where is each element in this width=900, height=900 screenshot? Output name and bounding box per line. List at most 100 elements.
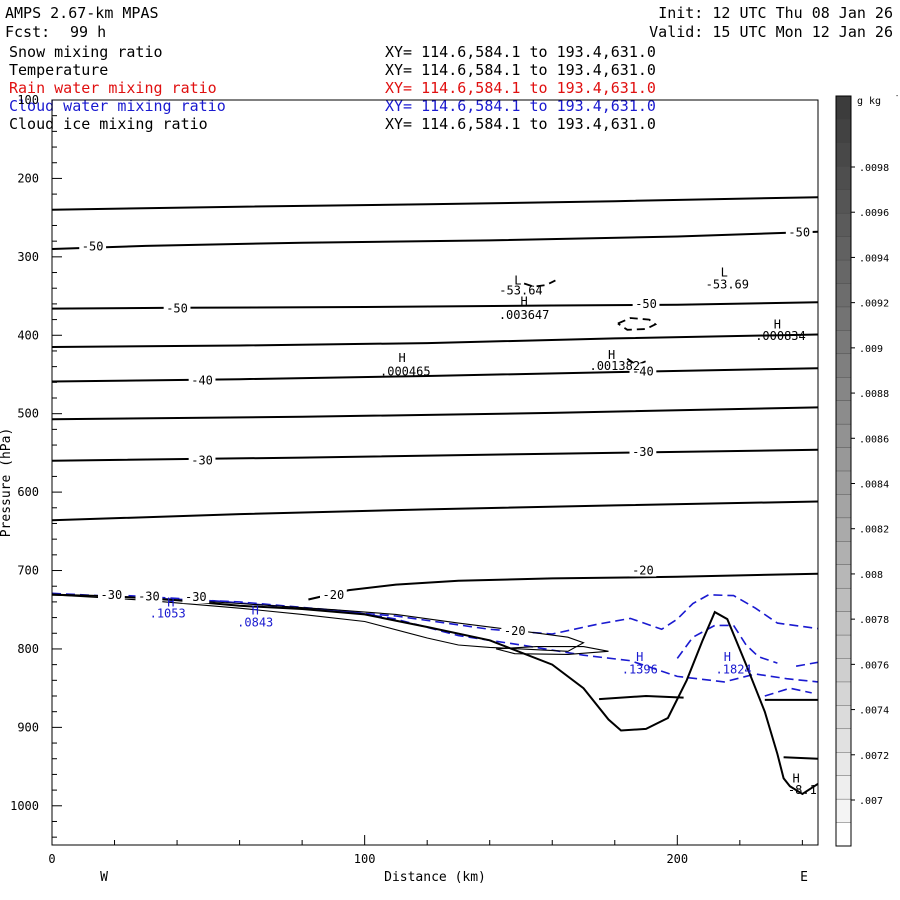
snow-contour [51, 593, 585, 652]
extremum-label: H [608, 348, 615, 362]
colorbar-frame [835, 95, 852, 847]
y-tick-label: 600 [17, 485, 39, 499]
x-tick-label: 0 [48, 852, 55, 866]
plot-area: -50 -50 -50 -50 -40 -40 -30 -30 -20 -20 -20 -30 -30 -… [0, 93, 819, 885]
field-name: Rain water mixing ratio [9, 79, 217, 97]
temperature-isotherm [51, 367, 819, 383]
colorbar-bin [835, 775, 852, 800]
colorbar-label: .007 [859, 796, 883, 807]
colorbar-label: .0082 [859, 525, 889, 536]
colorbar-bin [835, 353, 852, 378]
west-label: W [100, 870, 108, 885]
temperature-label-group: -40 [188, 372, 216, 388]
temperature-label-group: -50 [79, 238, 107, 254]
model-title: AMPS 2.67-km MPAS [5, 4, 159, 22]
temperature-label: -50 [788, 226, 810, 240]
colorbar-label: .0084 [859, 480, 889, 491]
colorbar-bin [835, 95, 852, 120]
temperature-isotherm [51, 448, 819, 462]
label-background [629, 363, 657, 378]
colorbar-unit-exponent: -1 [895, 92, 900, 100]
colorbar-bin [835, 494, 852, 519]
label-background [785, 224, 813, 239]
colorbar-bin [835, 705, 852, 730]
valid-time: Valid: 15 UTC Mon 12 Jan 26 [649, 23, 893, 41]
colorbar-bin [835, 681, 852, 706]
temperature-label-group: -50 [785, 224, 813, 240]
extremum-label: H [399, 351, 406, 365]
field-legend: Snow mixing ratio XY= 114.6,584.1 to 193.… [9, 43, 656, 133]
y-tick-label: 1000 [10, 799, 39, 813]
colorbar-bin [835, 564, 852, 589]
temperature-isotherm [51, 230, 819, 250]
colorbar-bin [835, 212, 852, 238]
temperature-isotherm [51, 406, 819, 421]
field-name: Cloud ice mixing ratio [9, 115, 208, 133]
temperature-label: -50 [82, 240, 104, 254]
label-background [629, 562, 657, 577]
colorbar-bin [835, 752, 852, 777]
colorbar-bin [835, 587, 852, 613]
field-xy: XY= 114.6,584.1 to 193.4,631.0 [385, 97, 656, 115]
colorbar-label: .009 [859, 344, 883, 355]
colorbar-bin [835, 517, 852, 542]
colorbar-bin [835, 400, 852, 425]
temperature-label-group: -30 [182, 589, 210, 604]
extremum-label: .000465 [380, 364, 431, 378]
temperature-label-group: -30 [629, 444, 657, 459]
field-xy: XY= 114.6,584.1 to 193.4,631.0 [385, 43, 656, 61]
colorbar-bin [835, 822, 852, 847]
y-tick-label: 700 [17, 564, 39, 578]
field-xy: XY= 114.6,584.1 to 193.4,631.0 [385, 61, 656, 79]
label-background [163, 300, 191, 315]
extremum-label: .1824 [716, 662, 752, 676]
extremum-label: -53.69 [706, 277, 749, 291]
temperature-label: -30 [101, 588, 123, 602]
colorbar-label: .0092 [859, 299, 889, 310]
plot-frame [51, 99, 819, 846]
colorbar-bin [835, 798, 852, 824]
colorbar-bin [835, 189, 852, 214]
colorbar-bin [835, 541, 852, 566]
extremum-label: L [514, 273, 521, 287]
colorbar-bin [835, 119, 852, 144]
extremum-label: H [792, 771, 799, 785]
label-background [98, 586, 125, 601]
temperature-label-group: -20 [319, 586, 347, 602]
temperature-label-group: -30 [188, 452, 216, 468]
temperature-label: -50 [166, 302, 188, 316]
x-tick-label: 100 [354, 852, 376, 866]
colorbar-unit: g kg [857, 96, 881, 107]
y-tick-label: 800 [17, 642, 39, 656]
colorbar-label: .0096 [859, 208, 889, 219]
temperature-label: -30 [138, 589, 160, 603]
temperature-label: -30 [632, 445, 654, 459]
colorbar-label: .0076 [859, 660, 889, 671]
temperature-label: -20 [632, 564, 654, 578]
field-name: Snow mixing ratio [9, 43, 163, 61]
colorbar-bin [835, 142, 852, 167]
extremum-label: H [252, 604, 259, 618]
label-background [79, 238, 107, 253]
extremum-label: -8.1 [788, 783, 817, 797]
colorbar-bin [835, 611, 852, 636]
colorbar-bin [835, 447, 852, 472]
extrema-annotations: L-53.64H.003647L-53.69H.000834H.000465H.… [150, 266, 817, 798]
temperature-isotherm [783, 756, 819, 760]
extremum-label: .0843 [237, 615, 273, 629]
cloud-ice-contours [523, 279, 658, 367]
colorbar: .0098 .0096 .0094 .0092 .009 .0088 .0086 .0084.… [835, 92, 900, 847]
colorbar-label: .0094 [859, 253, 889, 264]
temperature-contours [51, 196, 819, 760]
cloud-water-line [764, 687, 812, 697]
temperature-label: -20 [504, 624, 526, 638]
east-label: E [800, 870, 808, 885]
extremum-label: H [520, 295, 527, 309]
forecast-hour: 99 h [70, 23, 106, 41]
temperature-label-group: -30 [98, 586, 125, 602]
y-tick-label: 100 [17, 93, 39, 107]
extremum-label: H [167, 596, 174, 610]
colorbar-bin [835, 259, 852, 284]
label-background [319, 586, 347, 601]
cloud-ice-contour [626, 358, 647, 367]
